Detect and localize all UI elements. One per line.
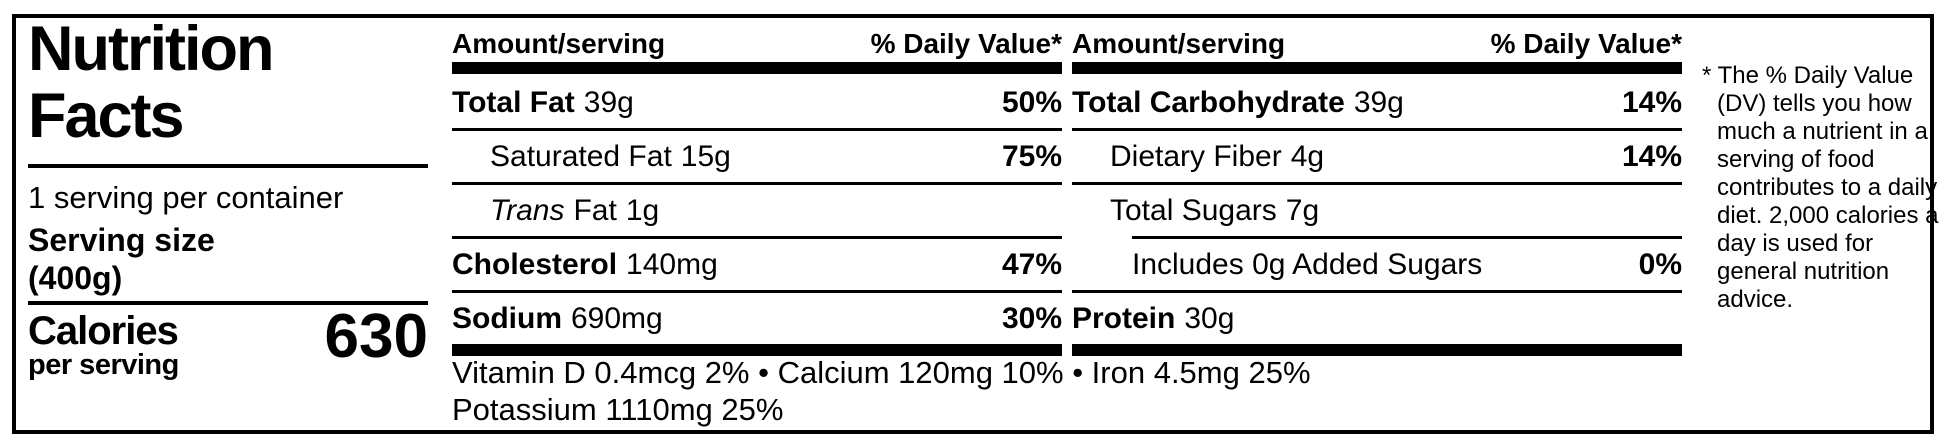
- nutrient-name: Total Fat: [452, 85, 575, 119]
- nutrient-daily-value: 0%: [1638, 247, 1682, 281]
- micronutrients: Vitamin D 0.4mcg 2% • Calcium 120mg 10% …: [452, 354, 1311, 428]
- nutrient-column-right: Amount/serving % Daily Value* Total Carb…: [1072, 24, 1682, 356]
- nutrient-row-total-carbohydrate: Total Carbohydrate 39g 14%: [1072, 74, 1682, 128]
- nutrient-amount: 7g: [1285, 193, 1320, 227]
- nutrient-amount: 30g: [1184, 301, 1235, 335]
- nutrition-facts-title: Nutrition Facts: [28, 14, 274, 151]
- servings-per-container: 1 serving per container: [28, 180, 344, 215]
- nutrient-row-cholesterol: Cholesterol 140mg 47%: [452, 236, 1062, 290]
- calories-label: Calories: [28, 309, 179, 353]
- nutrient-name: Total Carbohydrate: [1072, 85, 1345, 119]
- nutrient-daily-value: 30%: [1001, 301, 1062, 335]
- serving-size-value: (400g): [28, 260, 123, 296]
- title-line-1: Nutrition: [28, 14, 274, 84]
- column-header: Amount/serving % Daily Value*: [1072, 24, 1682, 62]
- column-header: Amount/serving % Daily Value*: [452, 24, 1062, 62]
- nutrient-row-dietary-fiber: Dietary Fiber 4g 14%: [1072, 128, 1682, 182]
- footer-bar: [1072, 344, 1682, 356]
- nutrient-name: Saturated Fat: [490, 139, 672, 173]
- nutrient-amount: 140mg: [626, 247, 718, 281]
- calories-value: 630: [324, 302, 428, 371]
- nutrient-row-saturated-fat: Saturated Fat 15g 75%: [452, 128, 1062, 182]
- nutrient-name: Includes 0g Added Sugars: [1132, 247, 1483, 281]
- nutrient-row-trans-fat: Trans Fat 1g: [452, 182, 1062, 236]
- nutrient-row-total-sugars: Total Sugars 7g: [1072, 182, 1682, 236]
- nutrient-column-left: Amount/serving % Daily Value* Total Fat 3…: [452, 24, 1062, 356]
- nutrient-name: Sodium: [452, 301, 562, 335]
- calories-sublabel: per serving: [28, 349, 179, 381]
- header-bar: [1072, 62, 1682, 74]
- nutrient-amount: 39g: [1353, 85, 1404, 119]
- amount-per-serving-header: Amount/serving: [1072, 28, 1286, 59]
- nutrient-row-protein: Protein 30g: [1072, 290, 1682, 344]
- calories-divider: [28, 301, 428, 305]
- nutrient-amount: 4g: [1290, 139, 1325, 173]
- daily-value-header: % Daily Value*: [1490, 28, 1682, 59]
- nutrient-amount: 690mg: [571, 301, 663, 335]
- nutrient-daily-value: 50%: [1001, 85, 1062, 119]
- nutrient-daily-value: 47%: [1001, 247, 1062, 281]
- nutrient-amount: 1g: [625, 193, 660, 227]
- nutrient-daily-value: 14%: [1621, 139, 1682, 173]
- serving-size: Serving size (400g): [28, 221, 215, 297]
- nutrient-name: Total Sugars: [1110, 193, 1277, 227]
- nutrient-row-total-fat: Total Fat 39g 50%: [452, 74, 1062, 128]
- nutrient-name-italic: Trans: [490, 193, 565, 227]
- daily-value-footnote: * The % Daily Value (DV) tells you how m…: [1702, 62, 1939, 313]
- nutrient-name: Cholesterol: [452, 247, 618, 281]
- calories-block: Calories per serving: [28, 311, 179, 380]
- nutrient-name: Protein: [1072, 301, 1176, 335]
- nutrient-daily-value: 75%: [1001, 139, 1062, 173]
- nutrient-row-sodium: Sodium 690mg 30%: [452, 290, 1062, 344]
- nutrient-name: Fat: [573, 193, 617, 227]
- footer-bar: [452, 344, 1062, 356]
- micronutrients-line-2: Potassium 1110mg 25%: [452, 392, 784, 427]
- nutrient-row-added-sugars: Includes 0g Added Sugars 0%: [1072, 236, 1682, 290]
- nutrient-daily-value: 14%: [1621, 85, 1682, 119]
- daily-value-header: % Daily Value*: [870, 28, 1062, 59]
- title-line-2: Facts: [28, 81, 185, 151]
- nutrient-amount: 15g: [680, 139, 731, 173]
- amount-per-serving-header: Amount/serving: [452, 28, 666, 59]
- serving-size-label: Serving size: [28, 222, 215, 258]
- header-bar: [452, 62, 1062, 74]
- title-divider: [28, 164, 428, 168]
- nutrient-name: Dietary Fiber: [1110, 139, 1282, 173]
- nutrient-amount: 39g: [583, 85, 634, 119]
- label-border: [12, 14, 1934, 434]
- micronutrients-line-1: Vitamin D 0.4mcg 2% • Calcium 120mg 10% …: [452, 355, 1311, 390]
